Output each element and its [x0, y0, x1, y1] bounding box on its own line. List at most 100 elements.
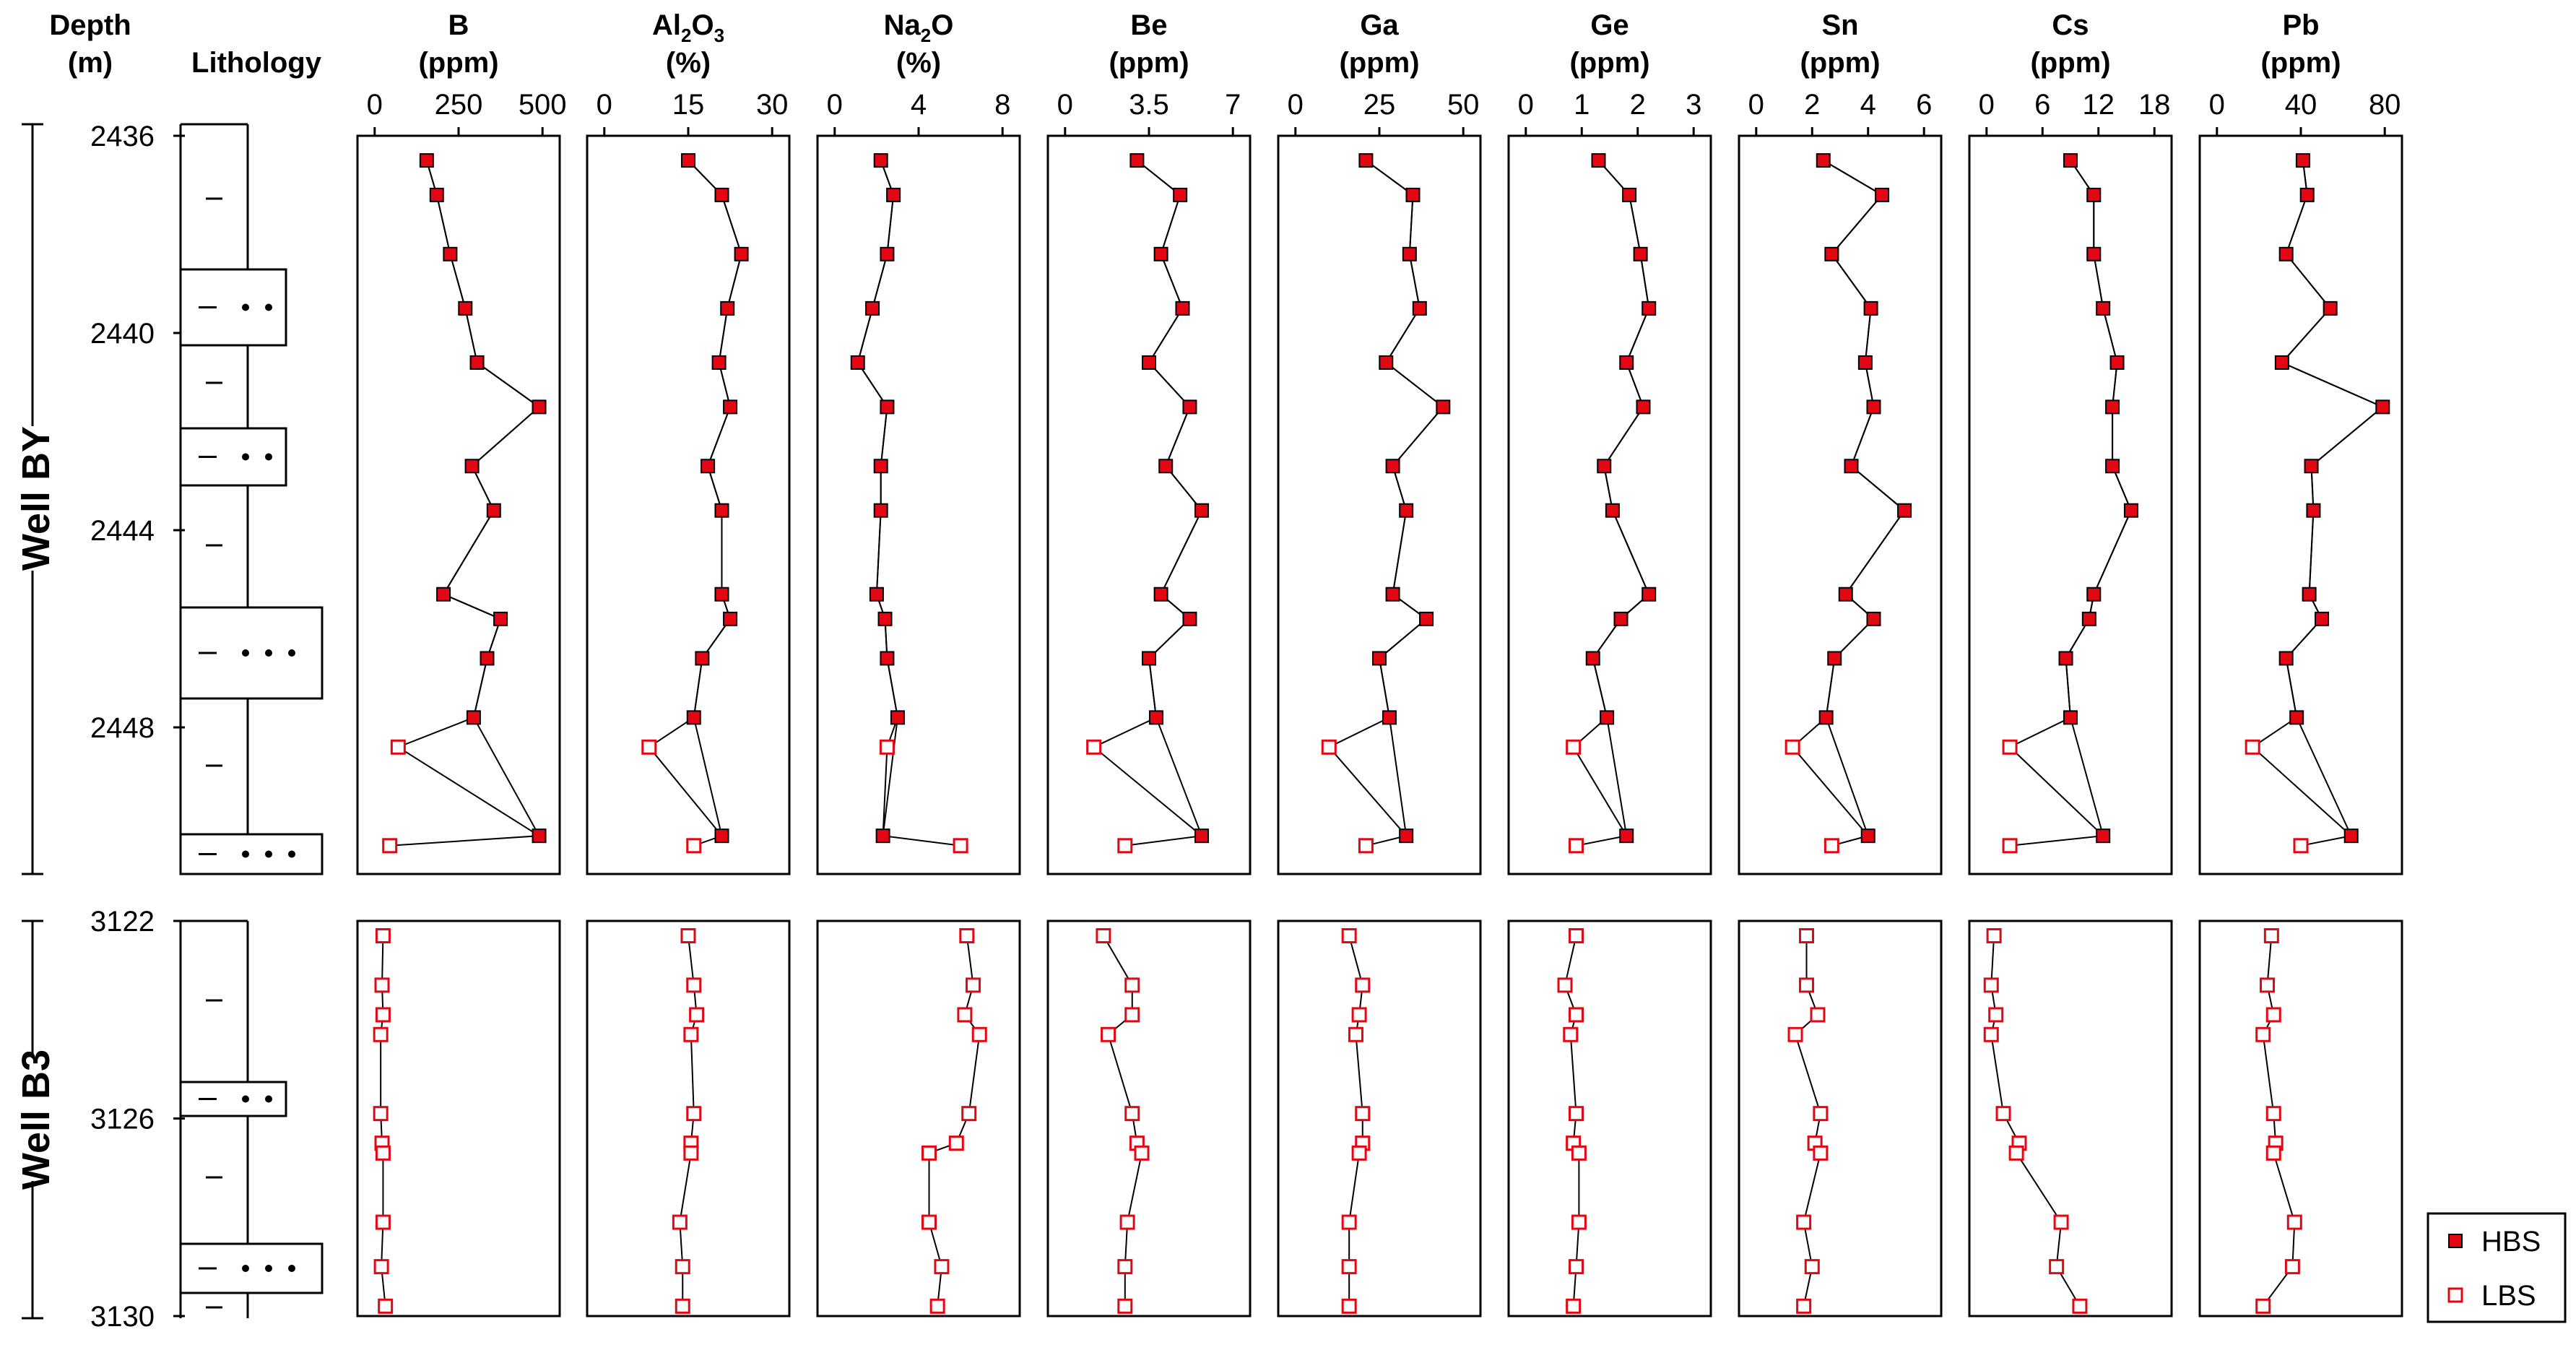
marker-lbs-b3-na2o-7: [921, 1214, 937, 1230]
panel-tick-label-pb-2: 80: [2369, 89, 2401, 121]
panel-unit-pb: (ppm): [2260, 47, 2341, 79]
lithology-header: Lithology: [191, 47, 322, 79]
marker-lbs-b3-al2o3-4: [686, 1106, 702, 1122]
panel-frame-b3-pb: [2198, 920, 2403, 1317]
panel-tick-label-na2o-2: 8: [994, 89, 1010, 121]
panel-title-b: B: [448, 9, 469, 41]
panel-unit-ge: (ppm): [1569, 47, 1649, 79]
marker-hbs-by-pb-10: [2278, 651, 2294, 666]
panel-title-be: Be: [1130, 9, 1167, 41]
series-line-hbs-by-sn: [1823, 160, 1906, 836]
panel-frame-by-cs: [1968, 134, 2173, 875]
panel-tick-label-sn-0: 0: [1748, 89, 1764, 121]
marker-hbs-by-ge-8: [1642, 587, 1657, 602]
marker-hbs-by-sn-9: [1866, 611, 1881, 626]
series-line-hbs-by-b: [425, 160, 541, 836]
marker-hbs-by-b-1: [429, 187, 444, 202]
marker-hbs-by-be-12: [1194, 828, 1210, 844]
series-line-lbs-b3-al2o3: [679, 935, 698, 1307]
marker-lbs-b3-be-2: [1124, 1007, 1140, 1023]
panel-tick-label-ga-2: 50: [1447, 89, 1480, 121]
depth-header: Depth: [49, 9, 131, 41]
lithology-dot-b3-1-1: [265, 1265, 272, 1272]
legend-label-hbs: HBS: [2481, 1226, 2541, 1258]
legend-marker-lbs: [2447, 1287, 2463, 1303]
legend-box: [2427, 1212, 2567, 1323]
well-label-b3-mask: [14, 1058, 51, 1181]
marker-hbs-by-cs-7: [2123, 503, 2138, 518]
marker-hbs-by-ge-11: [1600, 710, 1615, 725]
marker-hbs-by-cs-6: [2105, 459, 2120, 474]
panel-tick-label-cs-3: 18: [2138, 89, 2171, 121]
panel-title-ga: Ga: [1360, 9, 1399, 41]
marker-lbs-by-pb-1: [2293, 838, 2309, 854]
marker-lbs-b3-na2o-1: [966, 977, 981, 993]
marker-hbs-by-b-4: [469, 355, 485, 370]
marker-lbs-b3-sn-0: [1799, 928, 1815, 944]
lithology-dot-by-2-2: [288, 649, 295, 657]
marker-lbs-b3-sn-2: [1810, 1007, 1826, 1023]
panel-tick-label-cs-0: 0: [1979, 89, 1995, 121]
marker-lbs-b3-ge-8: [1569, 1259, 1584, 1275]
marker-lbs-b3-ge-3: [1563, 1026, 1579, 1042]
marker-lbs-by-al2o3-0: [641, 739, 657, 755]
marker-lbs-b3-pb-4: [2265, 1106, 2281, 1122]
marker-hbs-by-ge-12: [1619, 828, 1634, 844]
marker-lbs-b3-b-2: [375, 1007, 391, 1023]
marker-hbs-by-al2o3-8: [714, 587, 729, 602]
marker-hbs-by-ge-6: [1597, 459, 1612, 474]
marker-lbs-b3-be-9: [1117, 1298, 1133, 1314]
series-line-lbs-b3-sn: [1794, 935, 1821, 1307]
marker-hbs-by-na2o-7: [873, 503, 888, 518]
marker-hbs-by-cs-3: [2096, 300, 2111, 316]
depth-tick-label-2436: 2436: [90, 121, 155, 152]
series-line-hbs-by-ga: [1365, 160, 1444, 836]
marker-hbs-by-ge-3: [1642, 300, 1657, 316]
panel-unit-na2o: (%): [896, 47, 941, 79]
series-line-hbs-by-al2o3: [688, 160, 742, 836]
marker-lbs-by-be-0: [1086, 739, 1102, 755]
depth-unit-header: (m): [68, 47, 113, 79]
marker-hbs-by-cs-0: [2063, 153, 2078, 168]
marker-hbs-by-be-7: [1194, 503, 1210, 518]
marker-lbs-by-na2o-1: [953, 838, 968, 854]
marker-hbs-by-b-11: [466, 710, 481, 725]
lithology-dot-by-1-1: [265, 453, 272, 461]
marker-hbs-by-al2o3-11: [686, 710, 701, 725]
marker-hbs-by-na2o-9: [877, 611, 893, 626]
marker-lbs-b3-cs-2: [1988, 1007, 2004, 1023]
panel-tick-label-be-2: 7: [1225, 89, 1241, 121]
panel-frame-by-b: [356, 134, 561, 875]
series-line-all-by-b: [389, 160, 542, 847]
marker-hbs-by-b-3: [458, 300, 473, 316]
marker-hbs-by-ge-10: [1585, 651, 1600, 666]
marker-hbs-by-cs-10: [2058, 651, 2073, 666]
marker-hbs-by-al2o3-9: [723, 611, 738, 626]
series-line-lbs-b3-pb: [2262, 935, 2296, 1307]
marker-lbs-b3-sn-6: [1813, 1145, 1829, 1161]
panel-unit-ga: (ppm): [1339, 47, 1419, 79]
marker-hbs-by-cs-1: [2086, 187, 2102, 202]
marker-lbs-b3-ga-0: [1341, 928, 1357, 944]
panel-tick-label-be-0: 0: [1057, 89, 1073, 121]
marker-lbs-b3-na2o-5: [948, 1135, 964, 1151]
well-label-b3: Well B3: [14, 1050, 58, 1190]
marker-lbs-b3-na2o-3: [971, 1026, 987, 1042]
panel-tick-label-na2o-1: 4: [911, 89, 927, 121]
panel-title-na2o: Na2O: [884, 9, 954, 46]
marker-hbs-by-ga-4: [1379, 355, 1394, 370]
panel-tick-label-pb-1: 40: [2285, 89, 2317, 121]
marker-lbs-b3-ga-6: [1351, 1145, 1367, 1161]
marker-hbs-by-sn-6: [1844, 459, 1859, 474]
marker-lbs-b3-cs-7: [2053, 1214, 2069, 1230]
marker-hbs-by-na2o-8: [869, 587, 884, 602]
marker-lbs-b3-ga-4: [1355, 1106, 1371, 1122]
panel-tick-label-sn-1: 2: [1804, 89, 1820, 121]
marker-lbs-b3-sn-4: [1813, 1106, 1829, 1122]
marker-hbs-by-b-8: [436, 587, 451, 602]
marker-lbs-by-na2o-0: [879, 739, 895, 755]
series-line-all-by-ga: [1327, 160, 1444, 847]
marker-hbs-by-sn-8: [1838, 587, 1853, 602]
lithology-sand-box-b3-0: [179, 1081, 287, 1117]
marker-lbs-b3-pb-9: [2255, 1298, 2271, 1314]
